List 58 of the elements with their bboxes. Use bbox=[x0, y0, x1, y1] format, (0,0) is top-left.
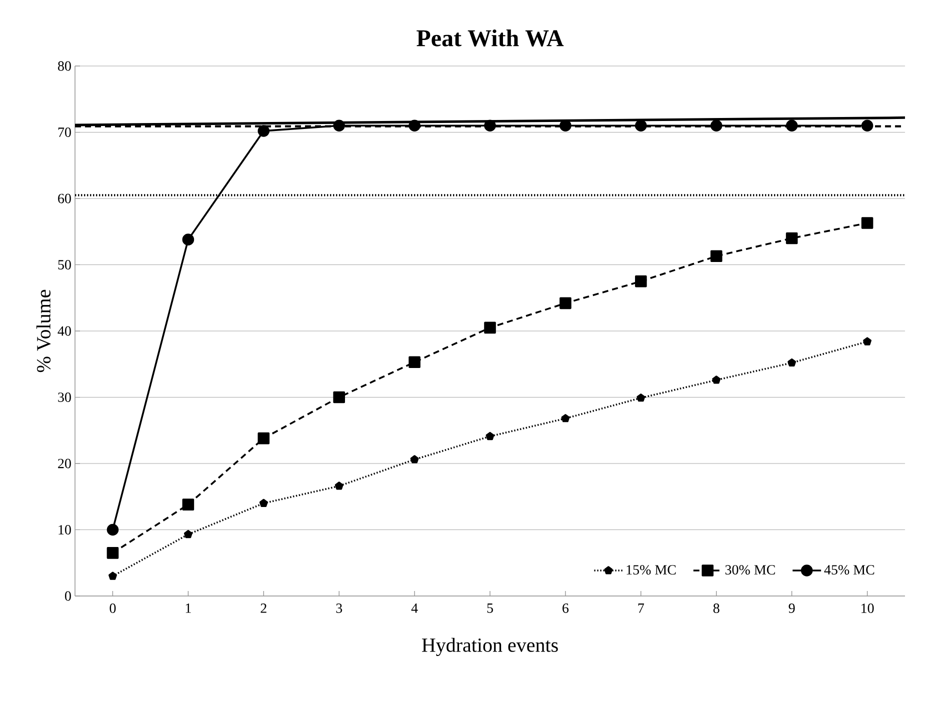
y-tick-label: 80 bbox=[58, 61, 71, 71]
point bbox=[786, 120, 798, 132]
y-tick-label: 50 bbox=[58, 260, 71, 270]
x-tick-label: 9 bbox=[788, 604, 795, 613]
point bbox=[786, 232, 798, 244]
point bbox=[334, 482, 344, 490]
x-tick-label: 5 bbox=[487, 604, 493, 613]
y-tick-label: 30 bbox=[58, 392, 71, 402]
point bbox=[710, 120, 722, 132]
point bbox=[259, 498, 268, 507]
point bbox=[636, 394, 646, 402]
point bbox=[182, 234, 194, 246]
point bbox=[788, 358, 796, 367]
point bbox=[561, 414, 570, 422]
point bbox=[861, 120, 874, 132]
point bbox=[560, 297, 572, 310]
y-tick-label: 20 bbox=[58, 458, 71, 468]
point bbox=[184, 530, 192, 538]
y-tick-label: 0 bbox=[65, 591, 71, 601]
point bbox=[408, 356, 420, 368]
point bbox=[258, 432, 270, 444]
point bbox=[484, 120, 496, 132]
y-axis-title: % Volume bbox=[36, 290, 51, 372]
x-tick-label: 6 bbox=[562, 604, 569, 613]
point bbox=[106, 524, 119, 536]
point bbox=[486, 432, 494, 440]
point bbox=[484, 322, 496, 334]
x-tick-label: 2 bbox=[260, 604, 266, 613]
x-tick-label: 7 bbox=[638, 604, 644, 613]
point bbox=[861, 217, 874, 229]
x-tick-label: 3 bbox=[336, 604, 342, 613]
x-tick-label: 0 bbox=[110, 604, 116, 613]
x-tick-label: 10 bbox=[862, 604, 874, 613]
point bbox=[333, 391, 345, 404]
x-tick-label: 4 bbox=[411, 604, 418, 613]
legend-label: 15% MC bbox=[626, 565, 676, 575]
x-tick-label: 8 bbox=[713, 604, 720, 613]
point bbox=[333, 120, 345, 132]
point bbox=[635, 275, 647, 288]
point bbox=[410, 455, 419, 464]
point bbox=[710, 250, 722, 262]
point bbox=[106, 547, 119, 559]
y-tick-label: 40 bbox=[58, 326, 71, 336]
y-tick-label: 60 bbox=[58, 194, 71, 204]
point bbox=[635, 120, 647, 132]
point bbox=[408, 120, 420, 132]
legend-label: 45% MC bbox=[824, 565, 874, 575]
point bbox=[712, 376, 721, 384]
x-tick-label: 1 bbox=[186, 604, 191, 613]
legend-label: 30% MC bbox=[725, 565, 775, 575]
x-axis-title: Hydration events bbox=[422, 638, 558, 656]
point bbox=[182, 498, 194, 510]
point bbox=[863, 337, 872, 346]
chart-title: Peat With WA bbox=[416, 29, 564, 46]
y-tick-label: 10 bbox=[58, 525, 71, 534]
point bbox=[258, 125, 270, 137]
point bbox=[108, 572, 117, 580]
y-tick-label: 70 bbox=[58, 128, 71, 137]
